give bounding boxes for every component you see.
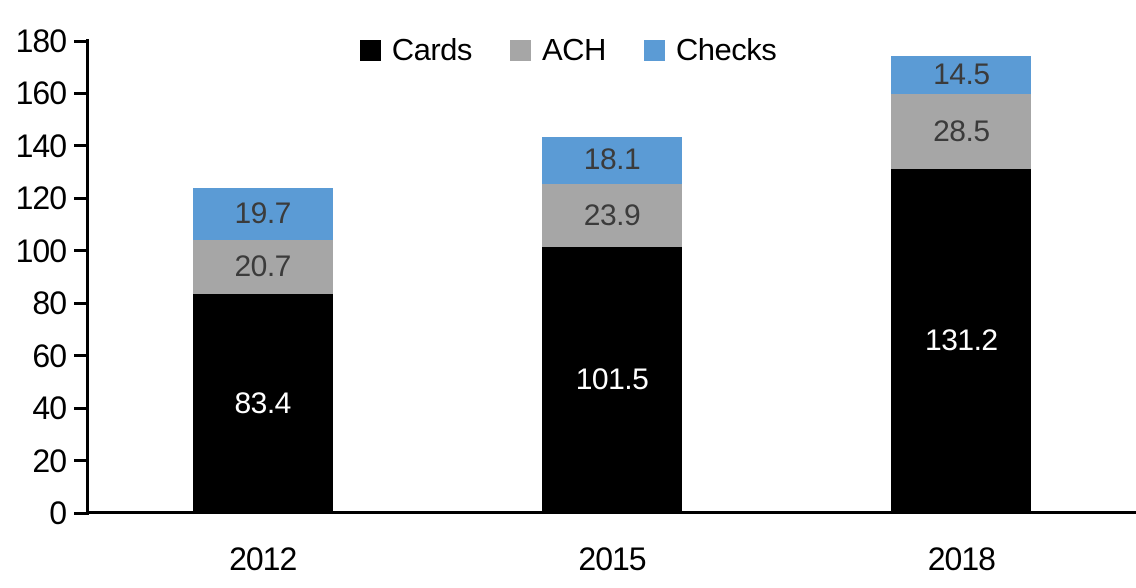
bar-value-label: 20.7 (234, 250, 291, 284)
bar-value-label: 14.5 (933, 58, 990, 92)
bar-segment-cards-2012: 83.4 (192, 294, 333, 513)
x-axis-tick-label-2018: 2018 (927, 541, 996, 577)
y-axis-tick (74, 249, 86, 253)
bar-segment-ach-2015: 23.9 (542, 184, 682, 247)
bar-value-label: 19.7 (234, 197, 291, 231)
x-axis-tick-label-2012: 2012 (229, 541, 297, 577)
y-axis-line (86, 39, 89, 515)
y-axis-tick (74, 406, 86, 410)
y-axis-tick-label: 20 (32, 442, 67, 479)
y-axis-tick-label: 140 (15, 127, 67, 164)
legend-item-cards: Cards (359, 32, 473, 67)
legend-label: Checks (675, 32, 777, 67)
y-axis-tick (74, 144, 86, 148)
y-axis-tick (74, 39, 86, 43)
x-axis-line (86, 511, 1136, 514)
y-axis-tick (74, 91, 86, 95)
y-axis-tick-label: 0 (49, 495, 67, 531)
bar-value-label: 28.5 (933, 114, 990, 148)
y-axis-tick-label: 180 (15, 23, 67, 59)
legend-swatch-icon (643, 39, 665, 61)
chart-legend: Cards ACH Checks (0, 33, 1136, 67)
y-axis-tick (74, 354, 86, 358)
bar-segment-checks-2012: 19.7 (192, 188, 333, 241)
y-axis-tick-label: 160 (15, 75, 67, 112)
y-axis-tick-label: 60 (32, 337, 67, 374)
x-axis-tick-label-2015: 2015 (578, 541, 646, 577)
legend-label: Cards (391, 32, 473, 67)
bar-value-label: 101.5 (575, 362, 649, 396)
y-axis-tick (74, 511, 86, 515)
y-axis-tick (74, 301, 86, 305)
y-axis-tick-label: 40 (32, 390, 67, 427)
bar-segment-checks-2015: 18.1 (542, 136, 682, 185)
bar-value-label: 18.1 (583, 143, 641, 177)
bar-value-label: 83.4 (234, 386, 291, 420)
bar-value-label: 131.2 (925, 323, 998, 357)
legend-swatch-icon (509, 39, 531, 61)
legend-label: ACH (541, 32, 606, 67)
bar-segment-ach-2012: 20.7 (192, 240, 333, 295)
y-axis-tick (74, 459, 86, 463)
y-axis-tick (74, 196, 86, 200)
y-axis-tick-label: 80 (32, 285, 67, 322)
bar-segment-cards-2015: 101.5 (542, 246, 682, 513)
bar-value-label: 23.9 (583, 198, 641, 232)
bar-segment-checks-2018: 14.5 (891, 56, 1032, 95)
y-axis-tick-label: 120 (15, 180, 67, 217)
legend-item-ach: ACH (509, 32, 606, 67)
bar-segment-cards-2018: 131.2 (891, 168, 1032, 513)
legend-item-checks: Checks (643, 32, 777, 67)
bar-segment-ach-2018: 28.5 (891, 94, 1032, 169)
legend-swatch-icon (359, 39, 381, 61)
y-axis-tick-label: 100 (15, 232, 67, 269)
